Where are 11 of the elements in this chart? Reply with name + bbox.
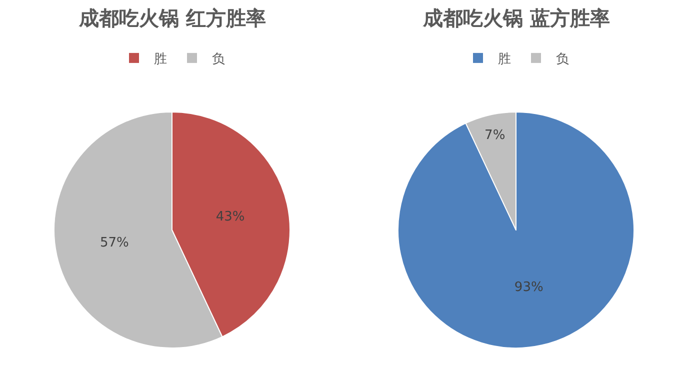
legend-label: 负 xyxy=(556,52,569,68)
legend-label: 负 xyxy=(212,52,225,68)
data-label: 43% xyxy=(216,209,245,224)
legend-label: 胜 xyxy=(154,52,167,68)
chart-title: 成都吃火锅 蓝方胜率 xyxy=(422,6,610,30)
pie-slice xyxy=(398,112,634,348)
data-label: 7% xyxy=(484,128,506,143)
legend-label: 胜 xyxy=(498,52,511,68)
data-label: 93% xyxy=(514,280,544,296)
data-label: 57% xyxy=(100,235,129,250)
chart-title: 成都吃火锅 红方胜率 xyxy=(78,6,266,30)
